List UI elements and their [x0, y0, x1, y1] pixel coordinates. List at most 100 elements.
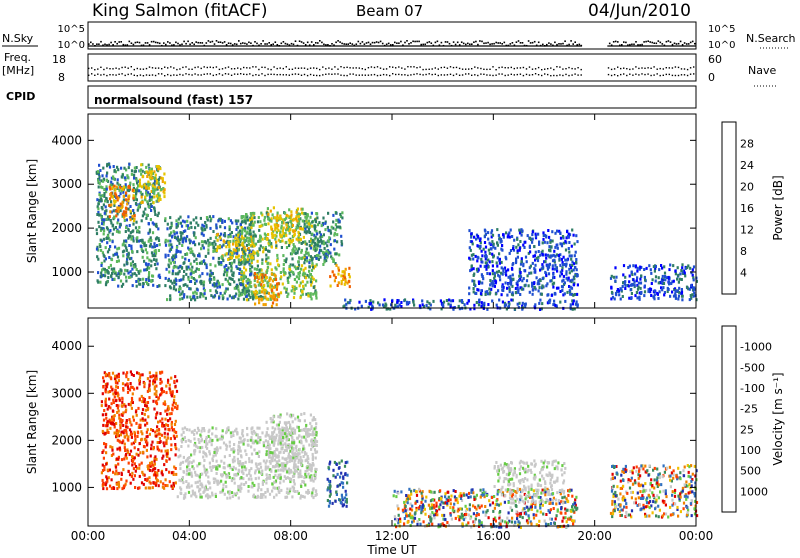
range-cell	[209, 273, 211, 276]
freq-point	[538, 67, 539, 68]
range-cell	[106, 175, 108, 178]
range-cell	[333, 274, 335, 277]
range-cell	[152, 382, 154, 385]
range-cell	[231, 231, 233, 234]
range-cell	[170, 286, 172, 289]
range-cell	[170, 437, 172, 440]
nsky-point	[88, 43, 90, 45]
range-cell	[130, 450, 132, 453]
nsky-point	[684, 42, 686, 44]
freq-point	[213, 67, 214, 68]
range-cell	[183, 296, 185, 299]
range-cell	[148, 187, 150, 190]
range-cell	[205, 297, 207, 300]
range-cell	[106, 241, 108, 244]
nsky-point	[337, 40, 339, 42]
freq-point	[283, 68, 284, 69]
range-cell	[139, 382, 141, 385]
nsearch-tick-high: 10^5	[708, 24, 735, 35]
range-cell	[531, 282, 533, 285]
range-cell	[127, 439, 129, 442]
range-cell	[146, 455, 148, 458]
range-cell	[176, 231, 178, 234]
range-cell	[143, 385, 145, 388]
nave-point	[672, 75, 673, 76]
range-cell	[568, 247, 570, 250]
range-cell	[141, 462, 143, 465]
range-cell	[534, 254, 536, 257]
range-cell	[129, 421, 131, 424]
range-cell	[127, 195, 129, 198]
range-cell	[170, 248, 172, 251]
nave-point	[231, 75, 232, 76]
range-cell	[258, 229, 260, 232]
nave-point	[210, 73, 211, 74]
nave-point	[249, 73, 250, 74]
range-cell	[105, 463, 107, 466]
nsky-point	[360, 43, 362, 45]
range-cell	[146, 449, 148, 452]
nsky-point	[343, 43, 345, 45]
range-cell	[195, 236, 197, 239]
range-cell	[275, 298, 277, 301]
range-cell	[661, 288, 663, 291]
range-cell	[293, 218, 295, 221]
range-cell	[234, 237, 236, 240]
range-cell	[235, 249, 237, 252]
nsky-point	[218, 41, 220, 43]
range-cell	[118, 276, 120, 279]
freq-point	[450, 66, 451, 67]
range-cell	[205, 255, 207, 258]
range-cell	[124, 446, 126, 449]
range-cell	[96, 198, 98, 201]
freq-point	[669, 67, 670, 68]
range-cell	[173, 266, 175, 269]
nsky-point	[534, 41, 536, 43]
nave-point	[213, 75, 214, 76]
range-cell	[576, 240, 578, 243]
range-cell	[164, 484, 166, 487]
range-cell	[205, 473, 207, 476]
freq-point	[343, 67, 344, 68]
range-cell	[303, 261, 305, 264]
range-cell	[109, 186, 111, 189]
range-cell	[115, 385, 117, 388]
range-cell	[481, 301, 483, 304]
range-cell	[125, 425, 127, 428]
freq-point	[277, 68, 278, 69]
freq-point	[653, 66, 654, 67]
nave-point	[669, 74, 670, 75]
range-cell	[117, 406, 119, 409]
range-cell	[610, 286, 612, 289]
range-cell	[151, 177, 153, 180]
range-cell	[146, 404, 148, 407]
range-cell	[251, 292, 253, 295]
range-cell	[226, 252, 228, 255]
range-cell	[498, 252, 500, 255]
range-cell	[522, 244, 524, 247]
range-cell	[157, 441, 159, 444]
freq-point	[620, 68, 621, 69]
nsky-point	[497, 42, 499, 44]
freq-point	[608, 67, 609, 68]
range-cell	[106, 164, 108, 167]
range-cell	[289, 232, 291, 235]
range-cell	[459, 299, 461, 302]
range-cell	[473, 283, 475, 286]
range-cell	[172, 272, 174, 275]
station-title: King Salmon (fitACF)	[92, 1, 268, 21]
range-cell	[225, 278, 227, 281]
range-cell	[270, 220, 272, 223]
range-cell	[190, 273, 192, 276]
range-cell	[564, 240, 566, 243]
range-cell	[258, 301, 260, 304]
range-cell	[162, 455, 164, 458]
range-cell	[203, 234, 205, 237]
range-cell	[152, 486, 154, 489]
range-cell	[168, 244, 170, 247]
freq-point	[495, 69, 496, 70]
range-cell	[188, 439, 190, 442]
nsky-point	[400, 41, 402, 43]
freq-point	[614, 68, 615, 69]
range-cell	[213, 282, 215, 285]
